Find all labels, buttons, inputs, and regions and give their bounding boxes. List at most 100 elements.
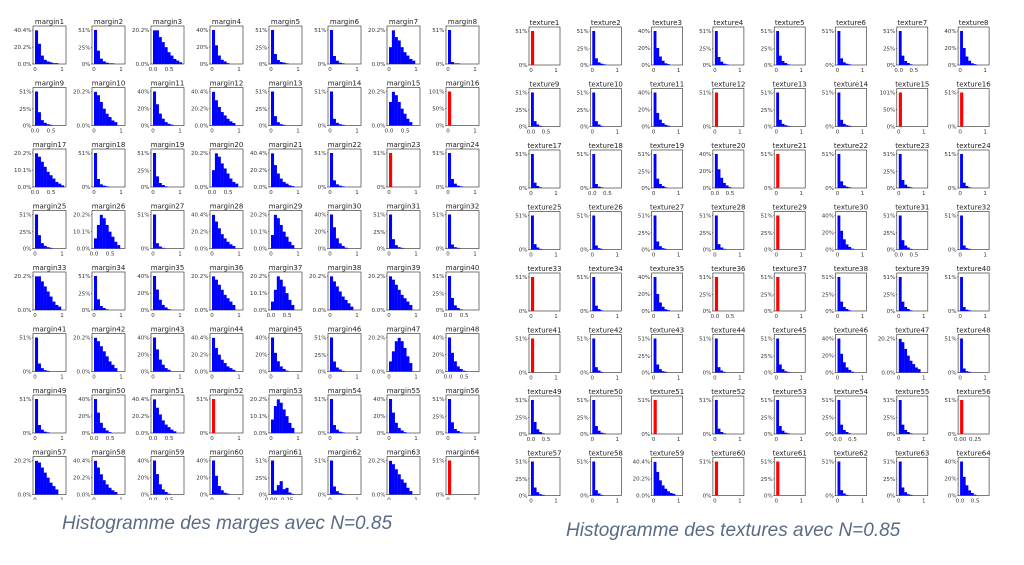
histogram-bar [453, 183, 457, 187]
histogram-bar [906, 494, 910, 496]
histogram-bar [592, 215, 596, 250]
subplot-title: texture60 [711, 450, 745, 458]
histogram-bar [531, 92, 534, 127]
x-tick-label: 0 [958, 130, 962, 136]
histogram-bar [533, 487, 537, 496]
histogram-bar [448, 337, 452, 372]
histogram-bar [597, 186, 601, 188]
histogram-bar [52, 178, 56, 187]
x-tick-label: 1 [677, 376, 681, 382]
histogram-bar [840, 424, 844, 434]
y-tick-label: 40% [255, 336, 267, 342]
y-tick-label: 40% [137, 90, 149, 96]
y-tick-label: 0% [948, 309, 957, 315]
y-tick-label: 51% [699, 460, 711, 466]
histogram-bar [776, 338, 780, 373]
y-tick-label: 20% [699, 169, 711, 175]
y-tick-label: 0% [641, 125, 650, 131]
y-tick-label: 20.2% [73, 476, 90, 482]
histogram-bar [105, 356, 109, 372]
x-tick-label: 0 [269, 375, 273, 381]
histogram-bar [536, 124, 540, 127]
histogram-bar [653, 277, 657, 311]
histogram-bar [49, 62, 53, 64]
y-tick-label: 25% [883, 46, 895, 52]
histogram-bar [661, 485, 665, 496]
x-tick-label: 1 [677, 314, 681, 320]
histogram-bar [99, 346, 103, 372]
subplot-title: margin55 [387, 387, 421, 395]
y-tick-label: 51% [515, 460, 527, 466]
x-tick-label: 1 [799, 130, 803, 136]
histogram-bar [117, 245, 121, 249]
histogram-bar [456, 247, 460, 249]
y-tick-label: 20.2% [73, 213, 90, 219]
histogram-bar [226, 493, 230, 495]
subplot-title: texture40 [956, 265, 990, 273]
y-tick-label: 40% [78, 397, 90, 403]
x-tick-label: 1 [473, 190, 477, 196]
histogram-bar [167, 309, 171, 310]
histogram-bar [155, 30, 159, 65]
histogram-bar [661, 60, 665, 65]
x-tick-label: 1 [861, 499, 865, 505]
subplot-title: texture63 [895, 450, 929, 458]
histogram-bar [335, 429, 339, 433]
subplot-title: margin36 [210, 264, 244, 272]
y-tick-label: 51% [944, 214, 956, 220]
subplot-title: texture22 [834, 142, 868, 150]
x-tick-label: 1 [616, 376, 620, 382]
histogram-bar [164, 122, 168, 126]
x-tick-label: 1 [355, 190, 359, 196]
y-tick-label: 25% [638, 354, 650, 360]
histogram-bar [155, 474, 159, 495]
x-tick-label: 1 [237, 375, 241, 381]
y-tick-label: 20% [314, 230, 326, 236]
histogram-bar [153, 399, 157, 433]
subplot-title: margin48 [446, 326, 480, 334]
histogram-bar [96, 179, 100, 187]
y-tick-label: 0.0% [18, 185, 32, 191]
histogram-bar [776, 400, 780, 434]
histogram-bar [108, 432, 112, 433]
histogram-bar [43, 431, 47, 433]
x-tick-label: 1 [296, 129, 300, 135]
x-tick-label: 1 [119, 313, 123, 319]
histogram-bar [531, 31, 535, 65]
x-tick-label: 1 [119, 190, 123, 196]
y-tick-label: 0% [141, 308, 150, 314]
histogram-bar [102, 108, 106, 126]
subplot-title: margin52 [210, 387, 244, 395]
y-tick-label: 20.2% [368, 274, 385, 280]
histogram-bar [35, 91, 39, 126]
x-tick-label: 0.0 [149, 498, 158, 501]
subplot-title: texture24 [956, 142, 991, 150]
x-tick-label: 1 [414, 313, 418, 319]
subplot-title: texture56 [956, 388, 991, 396]
y-tick-label: 40.4% [73, 459, 90, 465]
y-tick-label: 25% [19, 107, 31, 113]
histogram-bar [58, 306, 62, 310]
y-tick-label: 20.2% [73, 90, 90, 96]
x-tick-label: 0.0 [894, 68, 903, 74]
x-tick-label: 0 [836, 499, 840, 505]
histogram-bar [603, 433, 606, 434]
histogram-bar [714, 31, 718, 65]
histogram-bar [285, 183, 289, 187]
y-tick-label: 51% [638, 337, 650, 343]
histogram-bar [448, 276, 452, 310]
x-tick-label: 0 [328, 252, 332, 258]
histogram-bar [725, 64, 729, 65]
subplot-title: margin26 [92, 203, 126, 211]
histogram-bar [55, 304, 59, 310]
histogram-bar [330, 153, 334, 187]
histogram-bar [167, 493, 171, 495]
subplot-frame [590, 334, 622, 373]
